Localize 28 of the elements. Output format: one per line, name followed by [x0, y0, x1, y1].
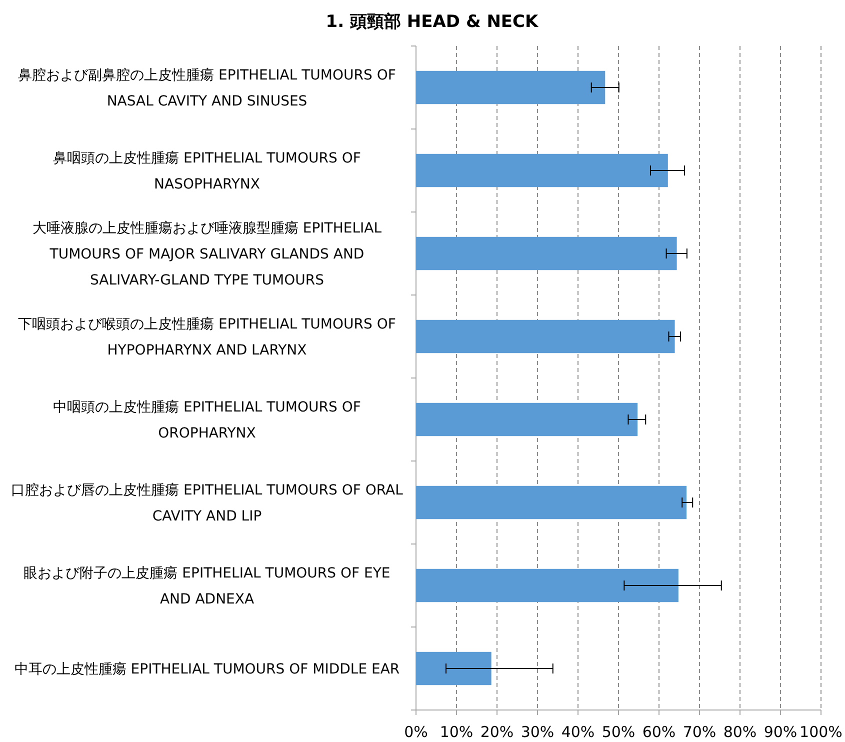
- bar: [416, 568, 678, 602]
- bar: [416, 70, 606, 104]
- bar: [416, 320, 675, 354]
- bar: [416, 486, 687, 520]
- y-tick-label: 中咽頭の上皮性腫瘍 EPITHELIAL TUMOURS OF OROPHARYNX: [53, 400, 361, 442]
- y-tick-label: 下咽頭および喉頭の上皮性腫瘍 EPITHELIAL TUMOURS OF HYPOPHARYNX AND LARYNX: [18, 316, 396, 358]
- x-tick-label: 70%: [682, 723, 716, 741]
- bar: [416, 154, 668, 188]
- y-tick-label: 鼻腔および副鼻腔の上皮性腫瘍 EPITHELIAL TUMOURS OF NASAL CAVITY AND SINUSES: [18, 68, 396, 110]
- y-tick-label: 大唾液腺の上皮性腫瘍および唾液腺型腫瘍 EPITHELIAL TUMOURS OF MAJOR SALIVARY GLANDS AND SALIVARY-GLAND TYPE TUMOURS: [32, 220, 382, 288]
- x-tick-label: 50%: [602, 723, 636, 741]
- y-tick-label: 口腔および唇の上皮性腫瘍 EPITHELIAL TUMOURS OF ORAL CAVITY AND LIP: [11, 482, 404, 524]
- x-tick-label: 20%: [480, 723, 514, 741]
- y-tick-label: 中耳の上皮性腫瘍 EPITHELIAL TUMOURS OF MIDDLE EAR: [14, 662, 400, 678]
- chart-title: 1. 頭頸部 HEAD & NECK: [326, 12, 540, 32]
- bar: [416, 652, 492, 686]
- x-tick-label: 0%: [404, 723, 428, 741]
- bar: [416, 236, 677, 270]
- x-tick-label: 90%: [764, 723, 798, 741]
- x-tick-label: 40%: [561, 723, 595, 741]
- x-tick-label: 30%: [520, 723, 554, 741]
- x-tick-label: 60%: [642, 723, 676, 741]
- y-tick-label: 眼および附子の上皮腫瘍 EPITHELIAL TUMOURS OF EYE AND ADNEXA: [24, 566, 390, 608]
- y-tick-label: 鼻咽頭の上皮性腫瘍 EPITHELIAL TUMOURS OF NASOPHARYNX: [53, 150, 361, 192]
- x-tick-label: 10%: [440, 723, 474, 741]
- x-tick-label: 80%: [723, 723, 757, 741]
- bar: [416, 402, 638, 436]
- x-tick-label: 100%: [800, 723, 842, 741]
